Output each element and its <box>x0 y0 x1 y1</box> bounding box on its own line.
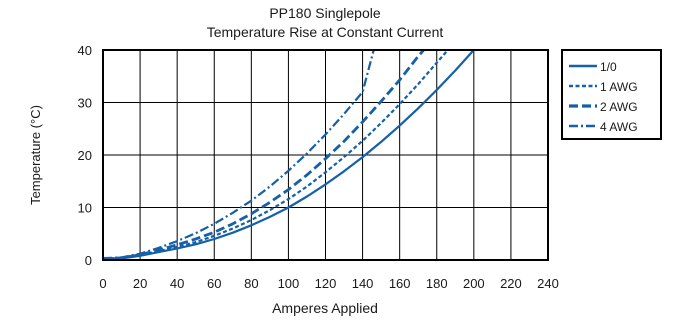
legend-box <box>561 49 662 140</box>
plot-frame <box>102 49 549 261</box>
x-tick-label-9: 180 <box>426 276 448 291</box>
x-tick-label-0: 0 <box>99 276 106 291</box>
x-tick-label-8: 160 <box>389 276 411 291</box>
legend-label-2: 1 AWG <box>600 80 638 94</box>
x-tick-label-2: 40 <box>170 276 184 291</box>
legend-label-3: 2 AWG <box>600 100 638 114</box>
y-axis-label: Temperature (°C) <box>28 105 43 205</box>
y-tick-labels: 0 10 20 30 40 <box>78 43 92 268</box>
y-tick-label-3: 30 <box>78 96 92 111</box>
x-tick-label-11: 220 <box>500 276 522 291</box>
x-tick-label-1: 20 <box>133 276 147 291</box>
x-tick-label-6: 120 <box>315 276 337 291</box>
legend: 1/0 1 AWG 2 AWG 4 AWG <box>561 49 662 140</box>
series-lines <box>102 49 475 260</box>
series-line-4 <box>102 49 375 260</box>
legend-label-1: 1/0 <box>600 60 617 74</box>
series-line-3 <box>102 49 425 260</box>
chart-title: PP180 Singlepole <box>269 5 381 21</box>
y-tick-label-4: 40 <box>78 43 92 58</box>
grid <box>103 50 548 260</box>
x-tick-label-10: 200 <box>463 276 485 291</box>
legend-label-4: 4 AWG <box>600 120 638 134</box>
x-tick-label-5: 100 <box>278 276 300 291</box>
series-line-2 <box>102 49 449 260</box>
y-tick-label-2: 20 <box>78 148 92 163</box>
x-tick-label-3: 60 <box>207 276 221 291</box>
series-line-1 <box>103 49 475 260</box>
x-tick-label-12: 240 <box>537 276 559 291</box>
x-tick-labels: 0 20 40 60 80 100 120 140 160 180 200 220 240 <box>99 276 558 291</box>
y-tick-label-1: 10 <box>78 201 92 216</box>
x-tick-label-7: 140 <box>352 276 374 291</box>
x-tick-label-4: 80 <box>244 276 258 291</box>
y-tick-label-0: 0 <box>85 253 92 268</box>
chart-subtitle: Temperature Rise at Constant Current <box>207 24 444 40</box>
x-axis-label: Amperes Applied <box>272 300 378 316</box>
plot-border <box>102 49 549 261</box>
